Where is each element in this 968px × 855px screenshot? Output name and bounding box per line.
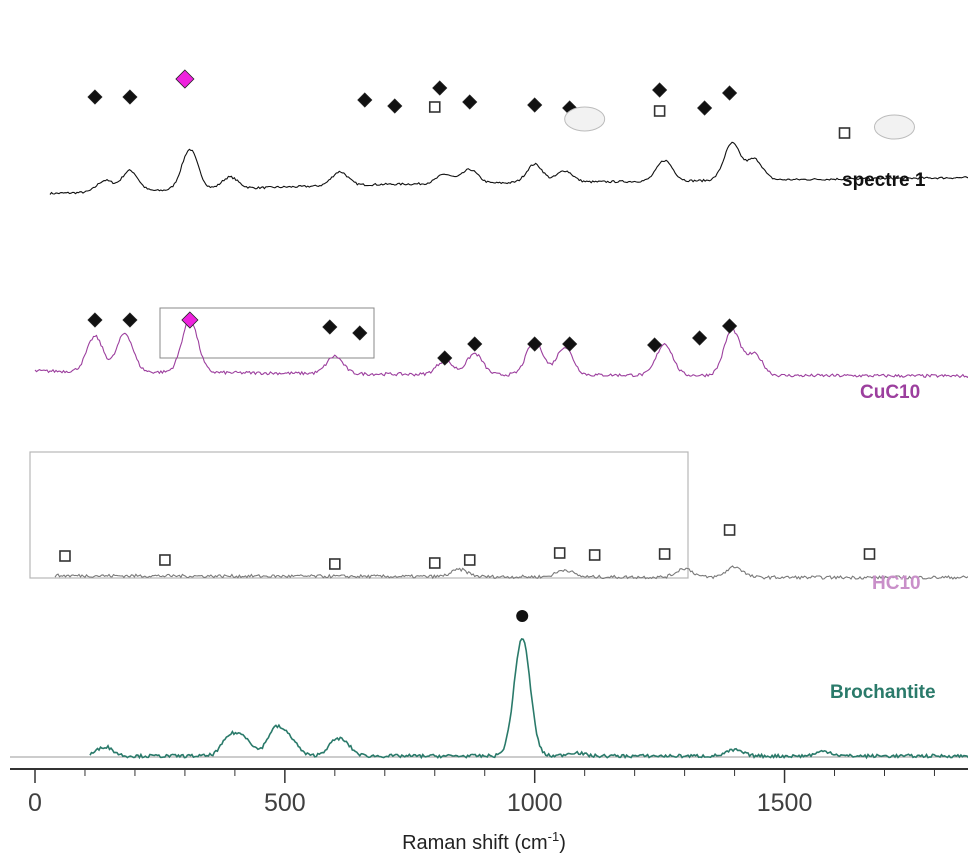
hc10-square-marker [553, 547, 566, 559]
hc10-square-marker [59, 550, 71, 562]
series-label-brochantite: Brochantite [830, 682, 936, 703]
peak-markers [59, 69, 915, 622]
x-axis-title: Raman shift (cm-1) [402, 829, 566, 854]
spectre1-diamond-marker [462, 94, 478, 110]
spectre1-square-marker [838, 127, 851, 139]
cuc10-label-box [159, 307, 375, 359]
x-axis-title-superscript: -1 [548, 829, 560, 844]
hc10-square-marker [863, 548, 876, 560]
cuc10-diamond-marker [527, 336, 543, 352]
series-line-spectre-1 [49, 141, 968, 195]
hc10-square-marker [159, 554, 171, 566]
x-tick-label: 0 [28, 789, 42, 817]
cuc10-diamond-marker [647, 337, 663, 353]
cuc10-diamond-marker [722, 318, 738, 334]
cuc10-diamond-marker [437, 350, 453, 366]
cuc10-diamond-marker [467, 336, 483, 352]
x-tick-label: 500 [264, 789, 306, 817]
spectre1-diamond-marker [652, 82, 668, 98]
cuc10-diamond-marker [322, 319, 338, 335]
spectre1-diamond-marker [722, 85, 738, 101]
spectra-lines [34, 141, 968, 760]
spectre1-diamond-marker [122, 89, 138, 105]
x-tick-label: 1500 [757, 789, 813, 817]
hc10-square-marker [723, 524, 736, 536]
series-line-cuc10 [34, 319, 968, 379]
series-line-brochantite [89, 637, 968, 760]
series-label-spectre-1: spectre 1 [842, 170, 926, 191]
hc10-square-marker [463, 554, 476, 566]
hc10-square-marker [588, 549, 601, 561]
spectre1-magenta-diamond-marker [175, 69, 195, 89]
spectre1-diamond-marker [387, 98, 403, 114]
x-axis-ticks: 0500100015002000250030003500 [28, 769, 935, 817]
hc10-square-marker [428, 557, 441, 569]
hc10-square-marker [658, 548, 671, 560]
series-label-hc10: HC10 [872, 573, 921, 594]
brochantite-circle-marker [516, 610, 529, 622]
series-line-hc10 [54, 565, 968, 581]
x-tick-label: 1000 [507, 789, 563, 817]
x-axis: 0500100015002000250030003500 [10, 768, 968, 817]
spectre1-diamond-marker [527, 97, 543, 113]
spectre1-square-marker [428, 101, 441, 113]
spectre1-diamond-marker [357, 92, 373, 108]
x-axis-title-text: Raman shift (cm [402, 832, 548, 854]
cuc10-magenta-diamond-marker [181, 311, 199, 329]
cuc10-diamond-marker [352, 325, 368, 341]
series-label-cuc10: CuC10 [860, 382, 920, 403]
cuc10-diamond-marker [562, 336, 578, 352]
spectre1-diamond-marker [697, 100, 713, 116]
hc10-square-marker [329, 558, 341, 570]
cuc10-diamond-marker [692, 330, 708, 346]
spectre1-diamond-marker [432, 80, 448, 96]
cuc10-diamond-marker [122, 312, 138, 328]
spectre1-diamond-marker [87, 89, 103, 105]
x-axis-title-close: ) [559, 832, 566, 854]
cuc10-diamond-marker [87, 312, 103, 328]
spectre1-ellipse-marker [873, 114, 915, 140]
spectre1-ellipse-marker [564, 106, 606, 132]
spectre1-square-marker [653, 105, 666, 117]
hc10-inset-frame [29, 451, 689, 579]
